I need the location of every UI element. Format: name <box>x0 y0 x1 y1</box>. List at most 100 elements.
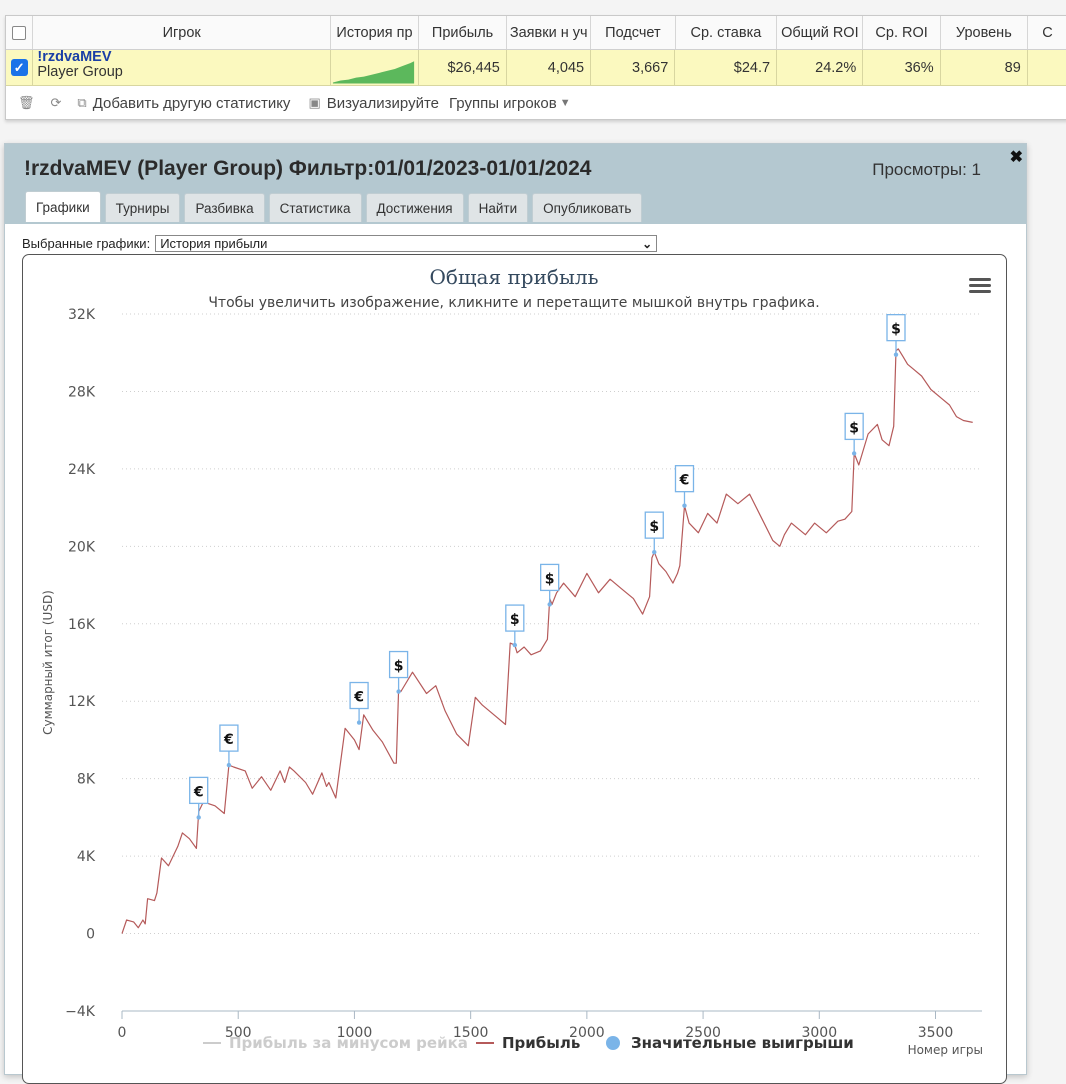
tab-publish[interactable]: Опубликовать <box>532 193 643 222</box>
close-icon[interactable]: ✖ <box>1009 149 1023 166</box>
tab-tournaments[interactable]: Турниры <box>104 193 181 222</box>
marker-symbol: € <box>193 784 204 800</box>
header-entries[interactable]: Заявки н уч <box>507 16 592 49</box>
visualize-button[interactable]: Визуализируйте <box>326 94 439 112</box>
total-roi-value: 24.2% <box>777 50 864 85</box>
x-tick-label: 1000 <box>337 1025 373 1041</box>
y-axis-label: Суммарный итог (USD) <box>41 590 55 735</box>
views-count: Просмотры: 1 <box>872 160 981 179</box>
header-total-roi[interactable]: Общий ROI <box>777 16 864 49</box>
entries-value: 4,045 <box>507 50 592 85</box>
marker-symbol: $ <box>891 322 901 338</box>
big-win-marker[interactable]: € <box>674 465 695 508</box>
marker-point <box>396 689 401 694</box>
marker-symbol: $ <box>849 420 859 436</box>
y-tick-label: 20K <box>68 539 96 555</box>
header-avg-roi[interactable]: Ср. ROI <box>863 16 941 49</box>
big-win-marker[interactable]: $ <box>644 511 664 555</box>
x-tick-label: 0 <box>118 1025 127 1041</box>
chart-selector-row: Выбранные графики: История прибыли ⌄ <box>22 235 658 252</box>
big-win-marker[interactable]: $ <box>540 563 560 607</box>
header-level[interactable]: Уровень <box>941 16 1028 49</box>
marker-flag <box>388 650 409 679</box>
player-stats-table: Игрок История пр Прибыль Заявки н уч Под… <box>5 15 1066 120</box>
marker-point <box>196 815 201 820</box>
chart-container[interactable]: Общая прибыль Чтобы увеличить изображение… <box>22 254 1007 1084</box>
tab-achievements[interactable]: Достижения <box>365 193 464 222</box>
tab-breakdown[interactable]: Разбивка <box>184 193 265 222</box>
y-tick-label: 8K <box>77 772 96 788</box>
header-history[interactable]: История пр <box>331 16 420 49</box>
add-stat-button[interactable]: Добавить другую статистику <box>92 94 291 112</box>
header-avg-stake[interactable]: Ср. ставка <box>676 16 778 49</box>
panel-tabs: Графики Турниры Разбивка Статистика Дост… <box>25 191 646 222</box>
check-icon: ✓ <box>10 59 28 76</box>
level-value: 89 <box>941 50 1028 85</box>
select-all-checkbox[interactable] <box>6 16 34 49</box>
big-win-marker[interactable]: € <box>349 681 369 725</box>
panel-title: !rzdvaMEV (Player Group) Фильтр:01/01/20… <box>24 157 592 180</box>
marker-flag <box>189 776 209 805</box>
legend-item[interactable]: Значительные выигрыши <box>606 1034 854 1052</box>
big-win-marker[interactable]: € <box>189 776 209 820</box>
add-stat-icon: ⧉ <box>77 95 87 110</box>
marker-flag <box>219 724 239 752</box>
marker-symbol: $ <box>394 659 404 675</box>
tab-find[interactable]: Найти <box>467 193 529 222</box>
big-win-marker[interactable]: € <box>219 724 239 768</box>
marker-point <box>512 642 518 648</box>
player-cell[interactable]: !rzdvaMEV Player Group <box>33 50 331 85</box>
marker-flag <box>886 314 906 342</box>
player-group: Player Group <box>37 64 123 80</box>
legend-label: Прибыль за минусом рейка <box>229 1034 468 1052</box>
big-win-marker[interactable]: $ <box>844 412 864 456</box>
player-name[interactable]: !rzdvaMEV <box>37 50 112 65</box>
legend-item[interactable]: Прибыль за минусом рейка <box>203 1034 468 1052</box>
header-profit[interactable]: Прибыль <box>419 16 508 49</box>
header-extra[interactable]: С <box>1042 24 1053 41</box>
stats-header-row: Игрок История пр Прибыль Заявки н уч Под… <box>6 16 1066 50</box>
big-win-marker[interactable]: $ <box>505 604 525 648</box>
player-groups-dropdown[interactable]: Группы игроков <box>449 94 557 112</box>
marker-point <box>682 503 687 508</box>
table-row[interactable]: ✓ !rzdvaMEV Player Group $26,445 4,045 3… <box>6 50 1066 86</box>
legend-label: Прибыль <box>502 1034 580 1052</box>
big-win-marker[interactable]: $ <box>388 650 409 694</box>
menu-icon[interactable] <box>969 278 991 293</box>
marker-flag <box>674 465 695 493</box>
profit-sparkline <box>331 50 419 85</box>
avg-stake-value: $24.7 <box>675 50 778 85</box>
chart-selector[interactable]: История прибыли ⌄ <box>155 235 658 252</box>
marker-point <box>356 720 362 725</box>
y-tick-label: 4K <box>77 849 96 865</box>
count-value: 3,667 <box>591 50 676 85</box>
y-tick-label: 32K <box>68 307 96 323</box>
chart-subtitle: Чтобы увеличить изображение, кликните и … <box>208 295 819 311</box>
marker-flag <box>505 604 525 632</box>
legend-item[interactable]: Прибыль <box>476 1034 580 1052</box>
refresh-icon[interactable]: ⟳ <box>50 95 62 110</box>
marker-point <box>652 549 657 555</box>
row-checkbox[interactable]: ✓ <box>6 50 34 85</box>
header-player[interactable]: Игрок <box>33 16 331 49</box>
tab-charts[interactable]: Графики <box>25 191 101 222</box>
x-tick-label: 1500 <box>453 1025 489 1041</box>
menu-icon-bar <box>969 290 991 293</box>
marker-symbol: € <box>353 690 364 706</box>
trash-icon[interactable]: 🗑 <box>18 95 35 110</box>
avg-roi-value: 36% <box>863 50 941 85</box>
marker-flag <box>349 681 369 710</box>
legend-symbol <box>606 1036 620 1050</box>
profit-value: $26,445 <box>419 50 507 85</box>
profit-chart[interactable]: Общая прибыль Чтобы увеличить изображение… <box>23 255 1006 1083</box>
marker-symbol: $ <box>545 571 555 587</box>
big-win-marker[interactable]: $ <box>886 314 906 357</box>
marker-point <box>851 451 857 456</box>
x-axis-label: Номер игры <box>908 1043 983 1057</box>
tab-statistics[interactable]: Статистика <box>268 193 362 222</box>
chart-selector-value: История прибыли <box>160 236 268 251</box>
header-count[interactable]: Подсчет <box>591 16 676 49</box>
marker-point <box>547 602 552 607</box>
caret-down-icon: ▼ <box>559 97 571 109</box>
x-tick-label: 2000 <box>569 1025 605 1041</box>
